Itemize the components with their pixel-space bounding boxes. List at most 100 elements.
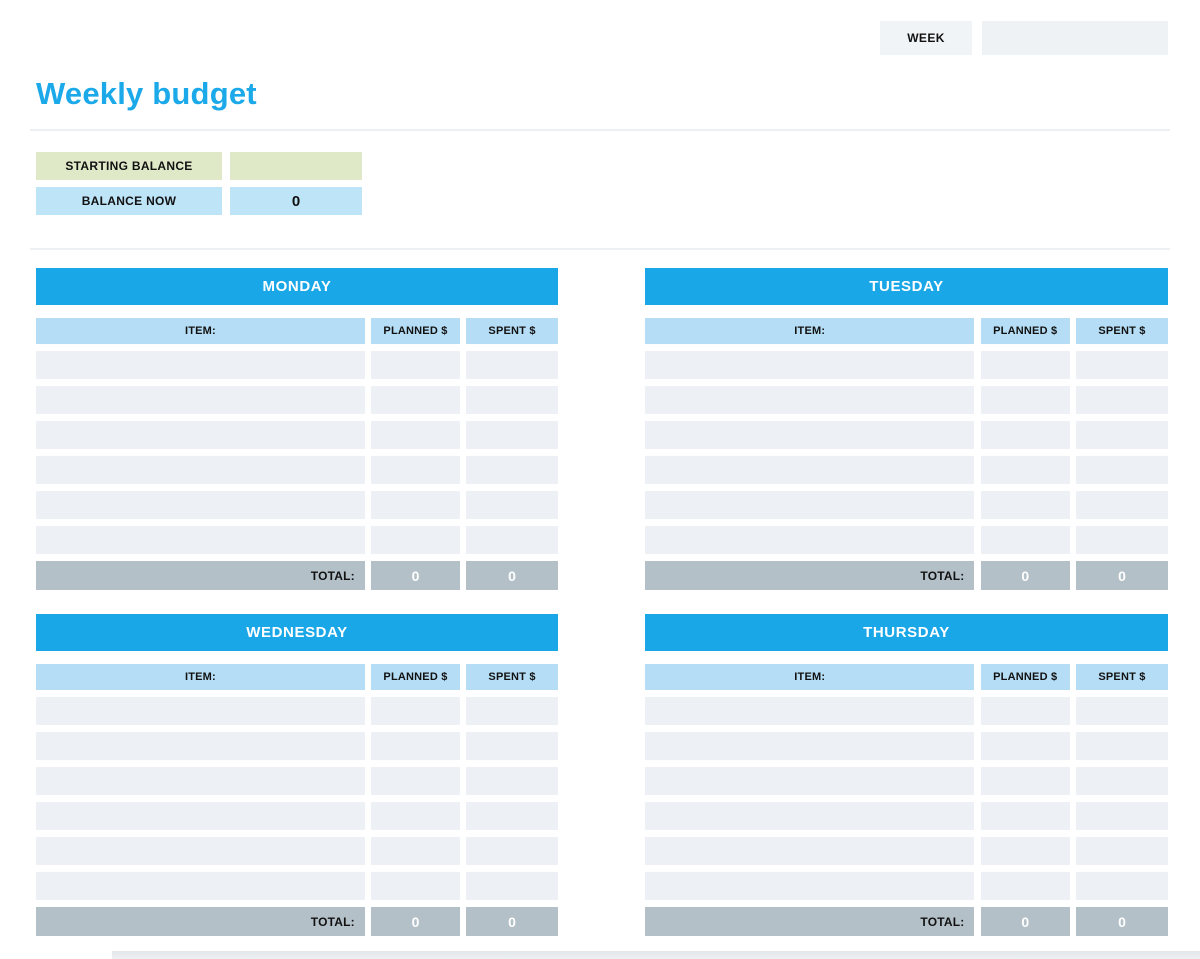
planned-cell[interactable] [980,526,1070,554]
item-cell[interactable] [36,872,365,900]
spent-cell[interactable] [466,526,558,554]
total-spent-value: 0 [466,907,558,936]
item-cell[interactable] [645,802,975,830]
item-row [645,456,1168,484]
item-cell[interactable] [36,697,365,725]
item-cell[interactable] [36,802,365,830]
starting-balance-value-cell[interactable] [230,152,362,180]
planned-cell[interactable] [371,767,460,795]
total-label: TOTAL: [645,907,975,936]
item-cell[interactable] [645,491,975,519]
total-planned-value: 0 [371,561,460,590]
spent-cell[interactable] [466,351,558,379]
planned-cell[interactable] [980,386,1070,414]
spent-cell[interactable] [466,802,558,830]
spent-cell[interactable] [1075,732,1168,760]
item-cell[interactable] [36,351,365,379]
item-row [36,872,558,900]
item-cell[interactable] [645,837,975,865]
planned-cell[interactable] [371,491,460,519]
planned-cell[interactable] [371,837,460,865]
spent-cell[interactable] [466,697,558,725]
item-cell[interactable] [645,767,975,795]
spent-column-header: SPENT $ [466,664,558,690]
planned-cell[interactable] [371,697,460,725]
spent-cell[interactable] [1075,386,1168,414]
spent-cell[interactable] [466,837,558,865]
planned-cell[interactable] [371,732,460,760]
planned-cell[interactable] [371,526,460,554]
item-cell[interactable] [645,697,975,725]
planned-cell[interactable] [980,872,1070,900]
planned-cell[interactable] [371,802,460,830]
spent-cell[interactable] [466,456,558,484]
item-cell[interactable] [645,732,975,760]
planned-cell[interactable] [980,802,1070,830]
item-cell[interactable] [36,456,365,484]
spent-cell[interactable] [1075,872,1168,900]
spent-cell[interactable] [466,872,558,900]
rows [645,351,1168,554]
item-row [36,767,558,795]
spent-cell[interactable] [1075,837,1168,865]
spent-cell[interactable] [1075,491,1168,519]
planned-cell[interactable] [980,837,1070,865]
spent-cell[interactable] [466,421,558,449]
divider [30,129,1170,131]
day-header: THURSDAY [645,614,1168,651]
item-cell[interactable] [36,526,365,554]
planned-cell[interactable] [980,351,1070,379]
spent-cell[interactable] [1075,697,1168,725]
day-header: TUESDAY [645,268,1168,305]
day-table: TUESDAY ITEM: PLANNED $ SPENT $ TOTAL: 0… [645,268,1168,590]
item-cell[interactable] [36,732,365,760]
item-row [36,456,558,484]
item-row [36,802,558,830]
spent-cell[interactable] [466,732,558,760]
planned-cell[interactable] [980,456,1070,484]
item-cell[interactable] [645,351,975,379]
item-cell[interactable] [645,421,975,449]
item-row [645,802,1168,830]
item-row [645,872,1168,900]
spent-cell[interactable] [1075,351,1168,379]
item-cell[interactable] [36,386,365,414]
planned-cell[interactable] [980,732,1070,760]
item-cell[interactable] [645,456,975,484]
item-cell[interactable] [645,872,975,900]
planned-cell[interactable] [980,697,1070,725]
item-row [36,491,558,519]
planned-cell[interactable] [980,491,1070,519]
planned-cell[interactable] [371,456,460,484]
planned-cell[interactable] [371,351,460,379]
total-row: TOTAL: 0 0 [36,561,558,590]
total-spent-value: 0 [466,561,558,590]
spent-cell[interactable] [466,491,558,519]
item-row [36,732,558,760]
item-cell[interactable] [36,837,365,865]
week-value-cell[interactable] [982,21,1168,55]
week-label: WEEK [880,21,972,55]
item-row [645,732,1168,760]
planned-cell[interactable] [371,386,460,414]
spent-cell[interactable] [1075,767,1168,795]
spent-cell[interactable] [1075,802,1168,830]
item-cell[interactable] [645,386,975,414]
item-cell[interactable] [645,526,975,554]
spent-cell[interactable] [466,767,558,795]
item-cell[interactable] [36,491,365,519]
day-header-label: THURSDAY [863,624,950,641]
item-row [36,837,558,865]
item-row [36,526,558,554]
spent-cell[interactable] [1075,421,1168,449]
planned-cell[interactable] [980,767,1070,795]
spent-cell[interactable] [466,386,558,414]
starting-balance-row: STARTING BALANCE [36,152,362,180]
spent-cell[interactable] [1075,456,1168,484]
item-cell[interactable] [36,767,365,795]
planned-cell[interactable] [371,421,460,449]
spent-cell[interactable] [1075,526,1168,554]
planned-cell[interactable] [980,421,1070,449]
item-cell[interactable] [36,421,365,449]
planned-cell[interactable] [371,872,460,900]
